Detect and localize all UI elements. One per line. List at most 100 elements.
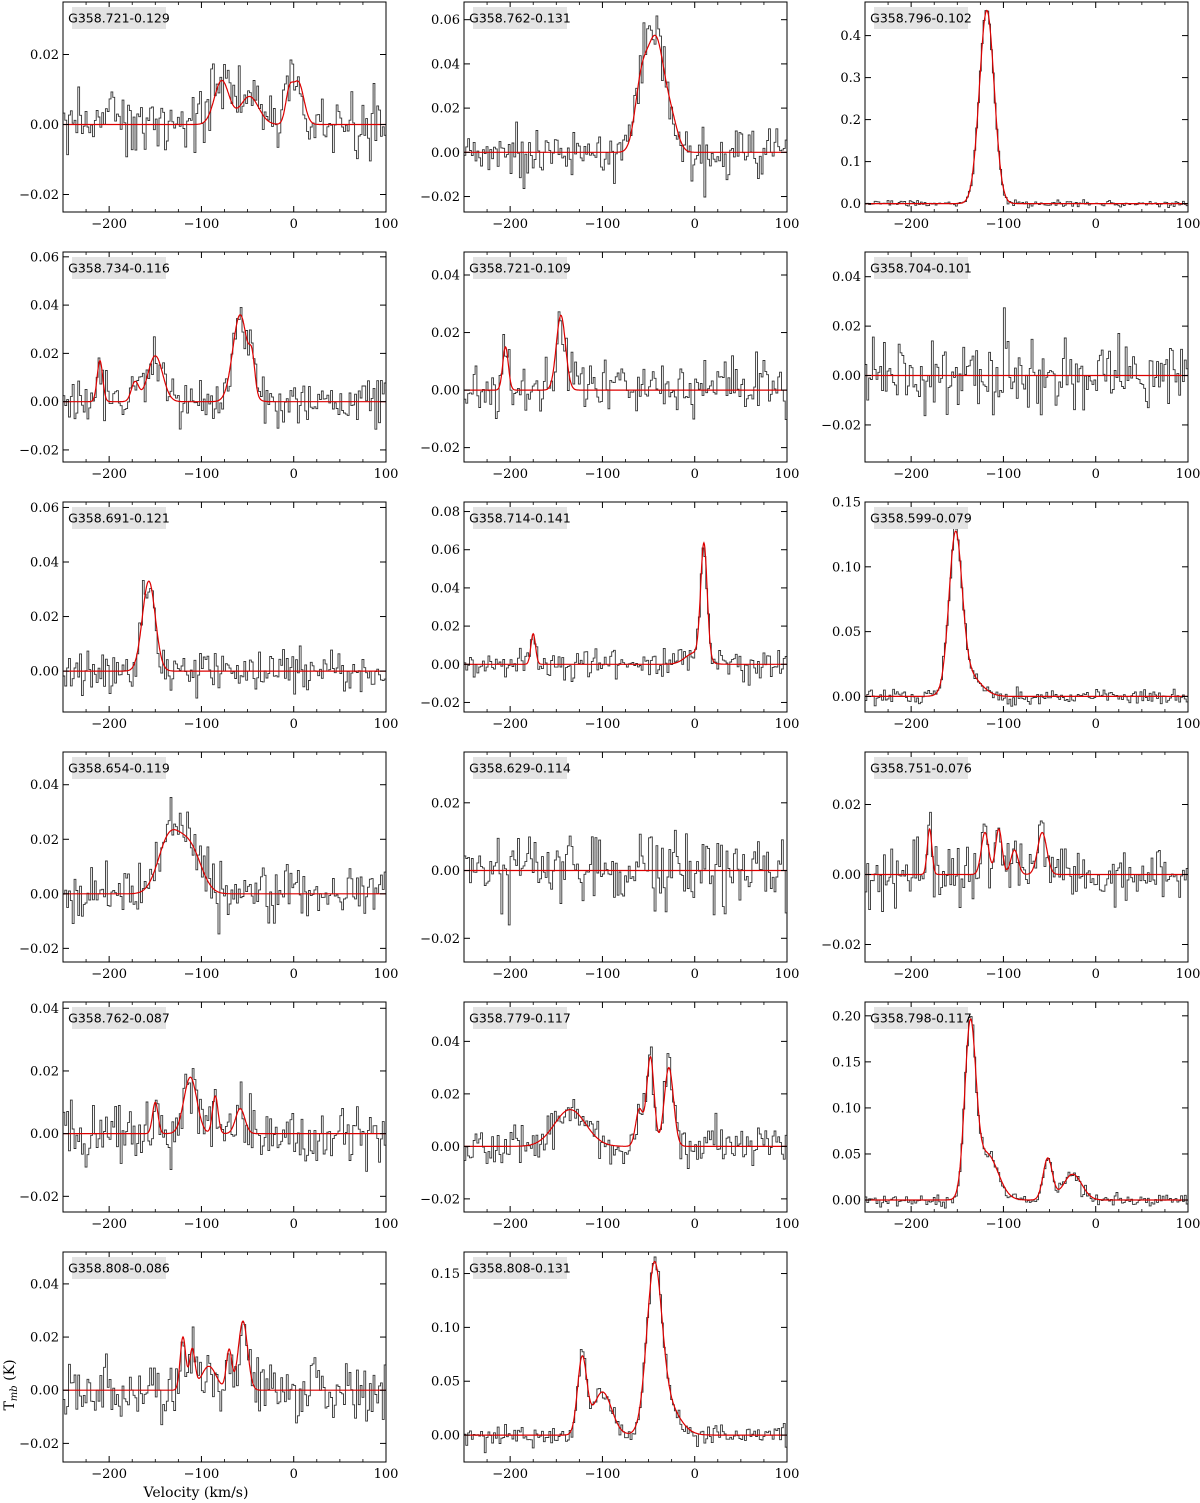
y-tick-label: 0.04 [431, 581, 460, 596]
x-tick-label: 100 [374, 717, 399, 732]
x-tick-label: 0 [290, 717, 298, 732]
panel-frame [864, 1001, 1189, 1213]
x-tick-label: 100 [775, 1467, 800, 1482]
x-tick-label: 0 [290, 1467, 298, 1482]
y-axis-label-symbol: T [2, 1401, 18, 1411]
x-tick-label: 100 [775, 717, 800, 732]
y-tick-label: 0.02 [832, 798, 861, 813]
x-tick-label: 100 [374, 1467, 399, 1482]
spectrum-panel: −200 −100 0 100 0.0 0.1 0.2 0.3 0.4 G358.796-0.10… [840, 1, 1200, 232]
x-tick-label: −100 [184, 717, 220, 732]
spectrum-panel: −200 −100 0 100 −0.02 0.00 0.02 G358.721-0.129 [19, 1, 399, 232]
spectrum-panel: −200 −100 0 100 −0.02 0.00 0.02 0.04 G358.704-0.… [821, 251, 1200, 482]
panel-label: G358.808-0.086 [68, 1261, 170, 1276]
x-tick-label: −100 [184, 467, 220, 482]
x-tick-label: 0 [290, 967, 298, 982]
y-tick-label: 0.3 [840, 71, 861, 86]
x-tick-label: −100 [986, 717, 1022, 732]
panel-label-box [874, 257, 968, 279]
x-tick-label: −100 [986, 1217, 1022, 1232]
y-tick-label: 0.15 [431, 1267, 460, 1282]
x-tick-label: 0 [691, 1217, 699, 1232]
y-tick-label: 0.05 [832, 625, 861, 640]
observed-spectrum-line [63, 306, 386, 430]
x-tick-label: −200 [492, 467, 528, 482]
spectrum-panel: −200 −100 0 100 0.00 0.05 0.10 0.15 G358.808-0.1… [431, 1251, 800, 1482]
panel-label: G358.721-0.109 [469, 261, 571, 276]
spectrum-panel: −200 −100 0 100 −0.02 0.00 0.02 0.04 G358.654-0.… [19, 751, 398, 982]
panel-label-box [72, 757, 166, 779]
gaussian-fit-line [464, 541, 787, 665]
x-tick-label: 100 [775, 467, 800, 482]
observed-spectrum-line [464, 311, 787, 421]
x-tick-label: 0 [691, 967, 699, 982]
x-tick-label: 0 [691, 1467, 699, 1482]
y-tick-label: 0.06 [431, 13, 460, 28]
gaussian-fit-line [865, 827, 1188, 876]
spectrum-panel: −200 −100 0 100 −0.02 0.00 0.02 0.04 G358.779-0.… [420, 1001, 800, 1232]
y-tick-label: 0.06 [431, 543, 460, 558]
spectrum-panel: −200 −100 0 100 −0.02 0.00 0.02 G358.629-0.114 [420, 751, 799, 982]
y-tick-label: 0.02 [30, 347, 59, 362]
spectrum-panel: −200 −100 0 100 0.00 0.05 0.10 0.15 G358.599-0.0… [832, 496, 1200, 733]
y-tick-label: 0.00 [30, 118, 59, 133]
y-tick-label: 0.06 [30, 501, 59, 516]
y-tick-label: 0.02 [431, 796, 460, 811]
gaussian-fit-line [464, 1055, 787, 1147]
observed-spectrum-line [63, 797, 386, 935]
x-tick-label: 100 [775, 1217, 800, 1232]
spectrum-panel: −200 −100 0 100 0.00 0.05 0.10 0.15 0.20 G358.798… [832, 1001, 1200, 1232]
spectrum-panel: −200 −100 0 100 −0.02 0.00 0.02 0.04 G358.762-0.… [19, 1001, 399, 1232]
x-tick-label: 100 [374, 1217, 399, 1232]
y-tick-label: −0.02 [19, 1190, 59, 1205]
x-tick-label: 0 [691, 467, 699, 482]
panel-label: G358.704-0.101 [870, 261, 972, 276]
panel-label: G358.721-0.129 [68, 11, 170, 26]
y-tick-label: 0.20 [832, 1009, 861, 1024]
panel-label: G358.599-0.079 [870, 511, 972, 526]
panel-frame [864, 251, 1189, 463]
y-tick-label: −0.02 [420, 441, 460, 456]
y-tick-label: 0.00 [832, 1194, 861, 1209]
y-tick-label: 0.00 [832, 369, 861, 384]
panel-frame [62, 251, 387, 463]
x-tick-label: 100 [374, 217, 399, 232]
y-tick-label: 0.00 [431, 658, 460, 673]
y-tick-label: 0.00 [431, 864, 460, 879]
x-tick-label: −100 [184, 1467, 220, 1482]
panel-label-box [473, 257, 567, 279]
x-tick-label: −200 [91, 1467, 127, 1482]
y-tick-label: 0.10 [832, 1101, 861, 1116]
observed-spectrum-line [865, 1016, 1188, 1209]
observed-spectrum-line [464, 15, 787, 198]
y-tick-label: −0.02 [420, 932, 460, 947]
y-tick-label: −0.02 [420, 1192, 460, 1207]
observed-spectrum-line [63, 579, 386, 699]
observed-spectrum-line [63, 1321, 386, 1426]
y-tick-label: 0.00 [431, 384, 460, 399]
panel-label-box [473, 507, 567, 529]
y-tick-label: 0.02 [431, 326, 460, 341]
panel-label-box [874, 1007, 968, 1029]
panel-label-box [874, 507, 968, 529]
y-tick-label: 0.00 [30, 887, 59, 902]
panel-frame [463, 1, 788, 213]
panel-frame [463, 1251, 788, 1463]
y-tick-label: 0.00 [832, 690, 861, 705]
y-tick-label: 0.04 [832, 270, 861, 285]
x-tick-label: 0 [1092, 467, 1100, 482]
y-tick-label: −0.02 [420, 696, 460, 711]
y-tick-label: 0.00 [30, 395, 59, 410]
spectra-panels: −200 −100 0 100−0.020.000.02G358.721-0.129−… [19, 1, 1200, 1482]
gaussian-fit-line [865, 530, 1188, 697]
observed-spectrum-line [865, 811, 1188, 912]
x-tick-label: 100 [1176, 717, 1200, 732]
panel-label: G358.798-0.117 [870, 1011, 972, 1026]
panel-label-box [72, 257, 166, 279]
x-tick-label: 0 [691, 217, 699, 232]
x-tick-label: −100 [585, 1217, 621, 1232]
gaussian-fit-line [63, 79, 386, 126]
x-tick-label: −200 [492, 717, 528, 732]
observed-spectrum-line [464, 1046, 787, 1169]
